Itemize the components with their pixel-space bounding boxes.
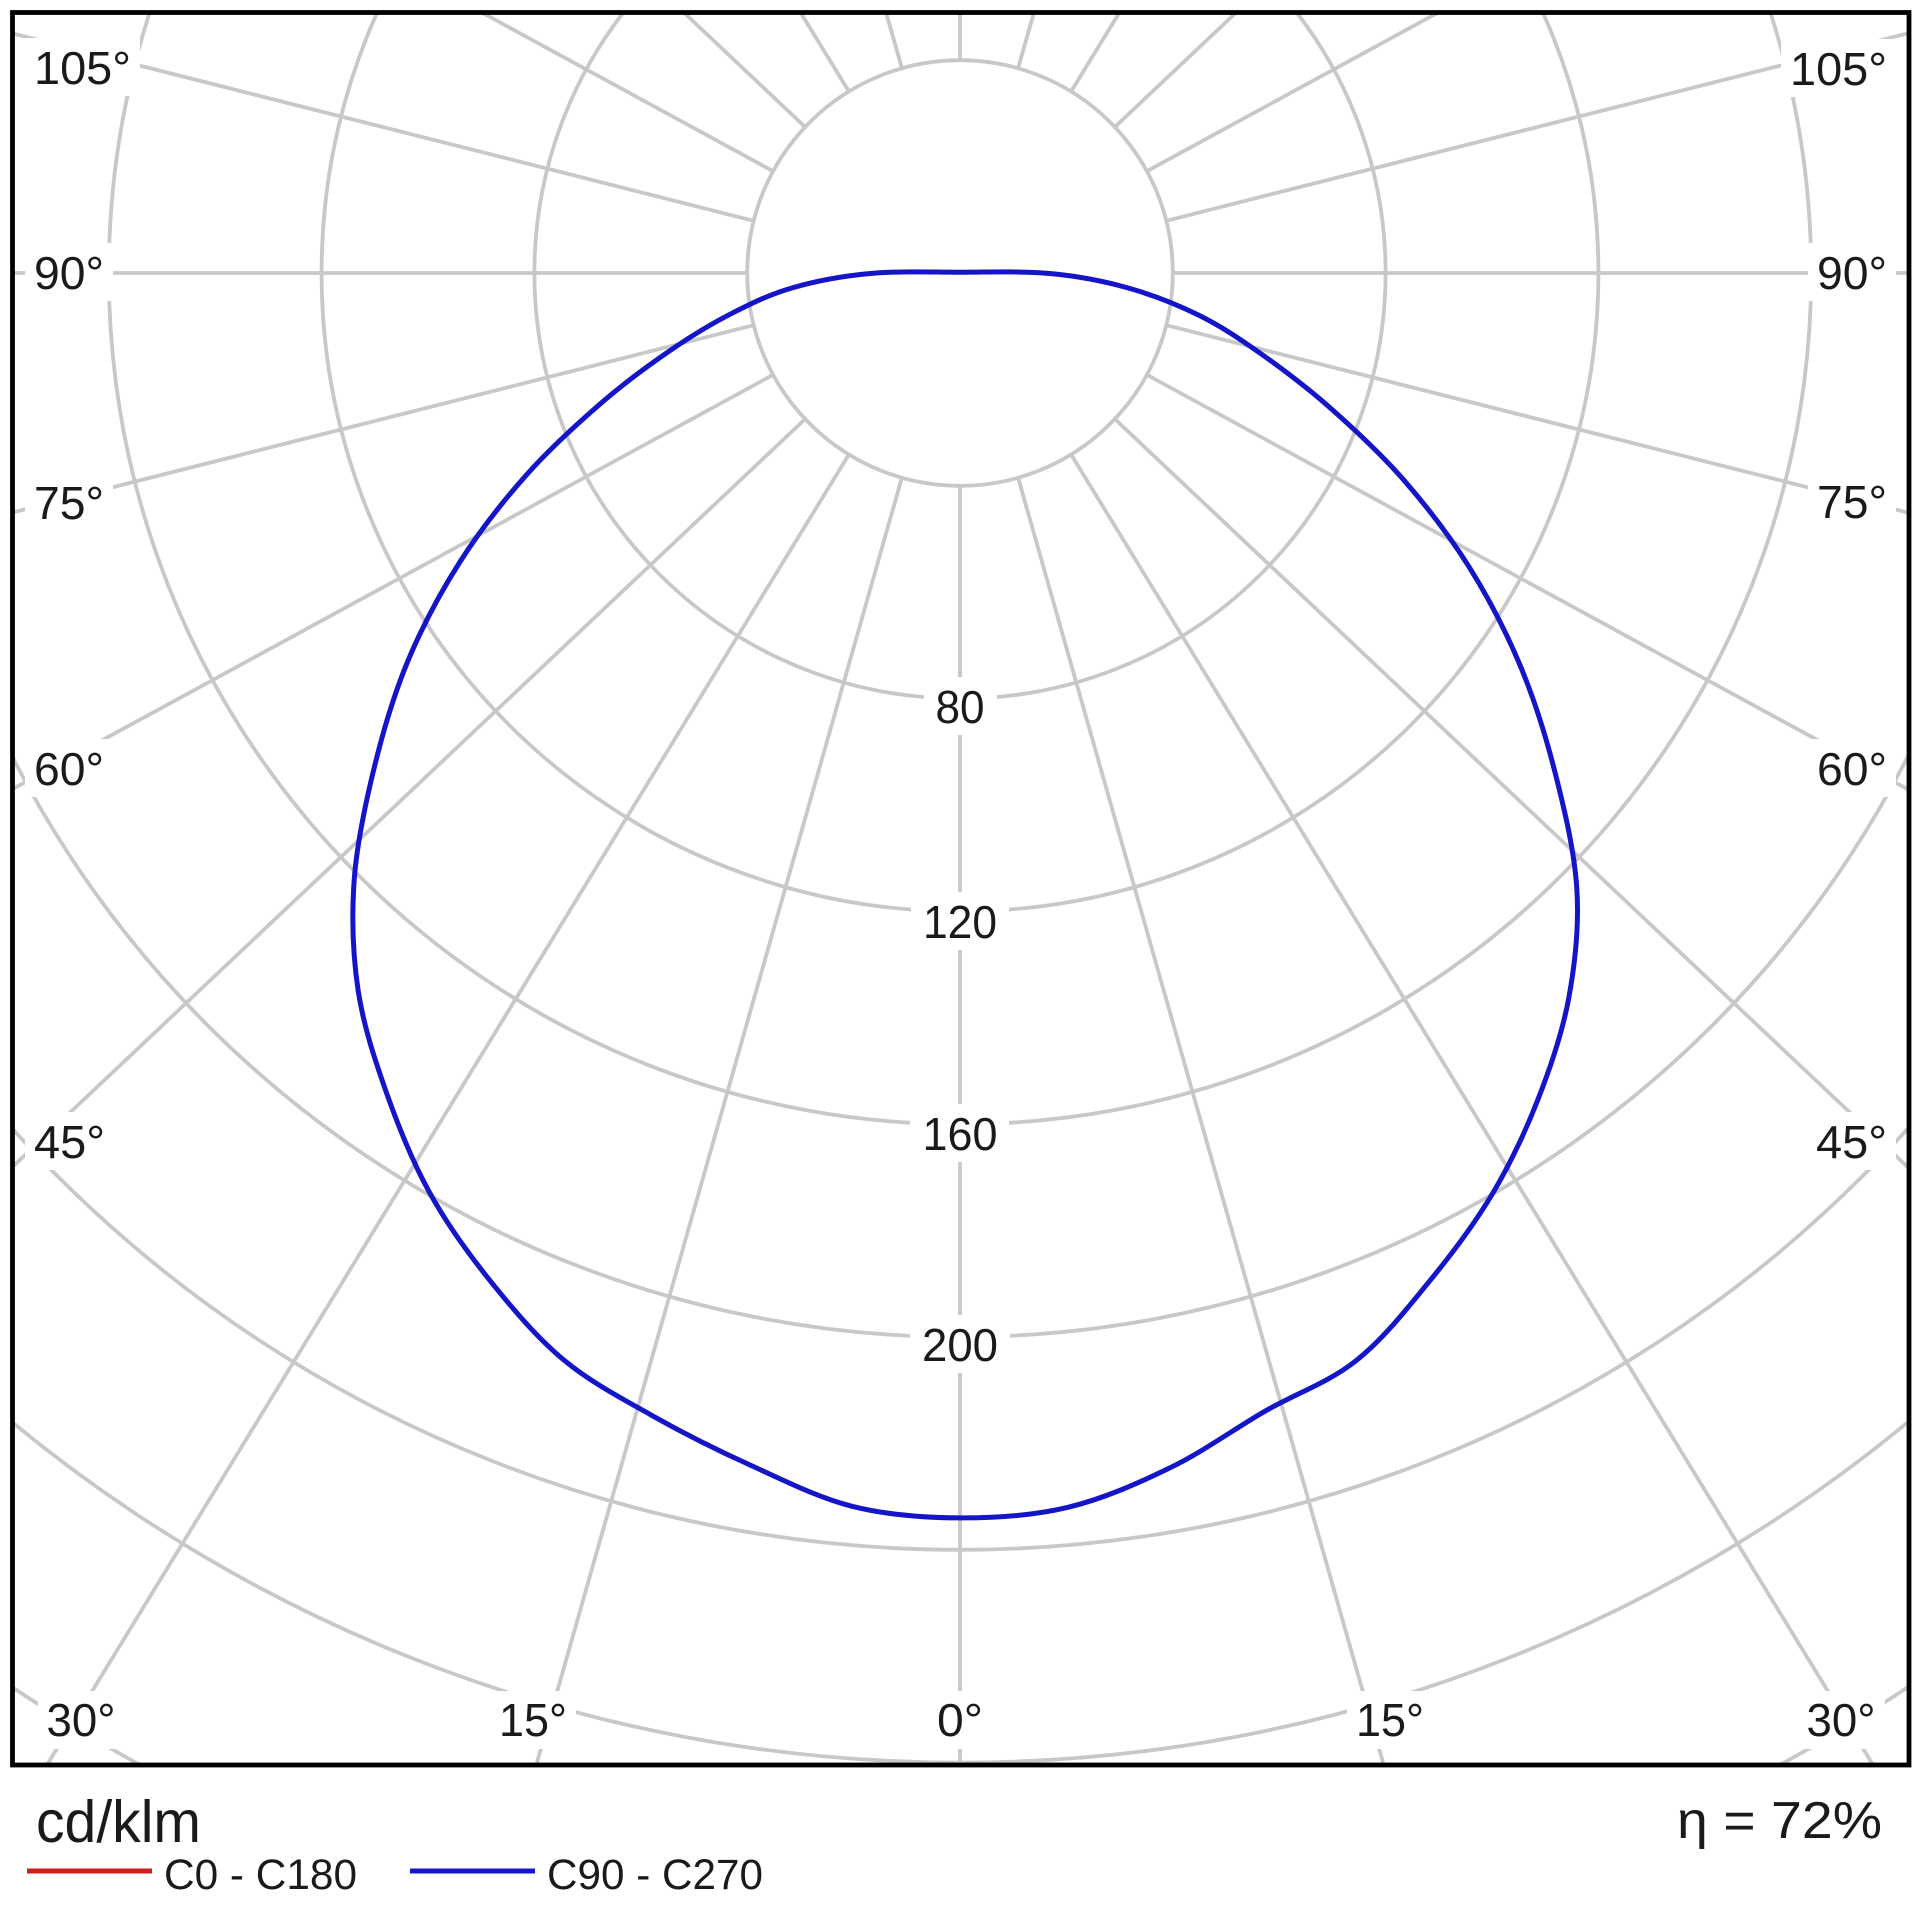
svg-text:120: 120 bbox=[923, 896, 997, 948]
svg-text:30°: 30° bbox=[1807, 1694, 1876, 1746]
svg-text:15°: 15° bbox=[499, 1694, 567, 1746]
svg-text:0°: 0° bbox=[937, 1694, 983, 1746]
svg-text:cd/klm: cd/klm bbox=[36, 1789, 201, 1855]
svg-text:45°: 45° bbox=[1816, 1116, 1887, 1168]
svg-text:90°: 90° bbox=[34, 247, 104, 299]
svg-text:160: 160 bbox=[923, 1108, 998, 1160]
svg-text:η = 72%: η = 72% bbox=[1677, 1792, 1882, 1850]
svg-text:75°: 75° bbox=[34, 477, 104, 529]
svg-text:200: 200 bbox=[922, 1319, 998, 1371]
svg-text:45°: 45° bbox=[34, 1116, 105, 1168]
svg-text:15°: 15° bbox=[1356, 1694, 1424, 1746]
svg-text:60°: 60° bbox=[34, 743, 104, 795]
svg-text:C90 - C270: C90 - C270 bbox=[547, 1852, 763, 1899]
svg-text:60°: 60° bbox=[1817, 743, 1887, 795]
svg-text:C0 - C180: C0 - C180 bbox=[164, 1852, 357, 1899]
svg-text:105°: 105° bbox=[34, 42, 131, 94]
svg-text:105°: 105° bbox=[1790, 43, 1887, 95]
svg-text:90°: 90° bbox=[1817, 247, 1887, 299]
svg-text:75°: 75° bbox=[1817, 476, 1887, 528]
svg-text:80: 80 bbox=[936, 681, 985, 733]
svg-text:30°: 30° bbox=[47, 1694, 116, 1746]
